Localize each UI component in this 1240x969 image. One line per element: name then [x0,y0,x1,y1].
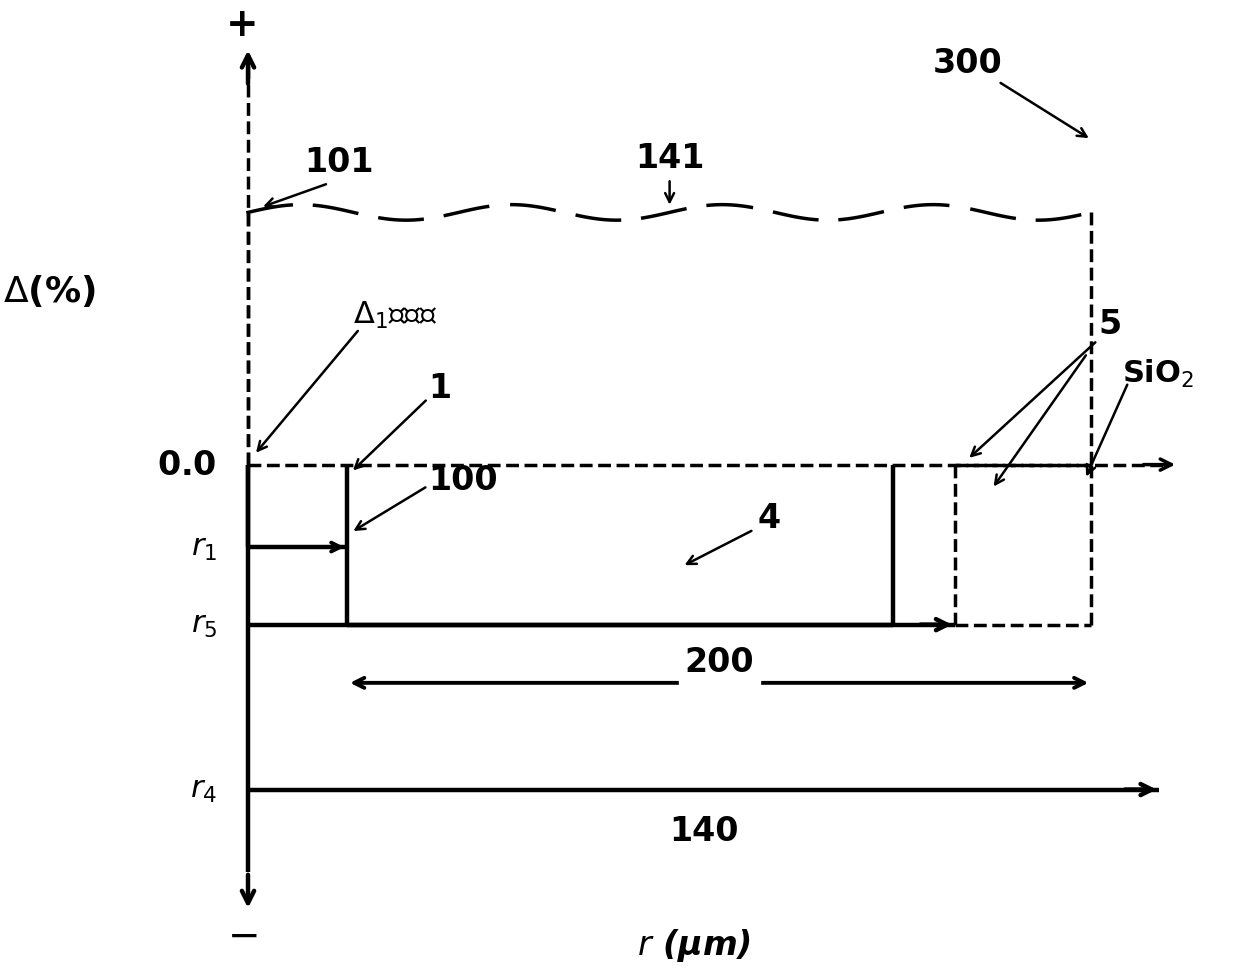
Text: $\Delta$(%): $\Delta$(%) [4,272,95,309]
Text: $\mathbf{0.0}$: $\mathbf{0.0}$ [157,449,217,482]
Text: SiO$_2$: SiO$_2$ [1122,357,1194,390]
Text: $\Delta_1$最大値: $\Delta_1$最大値 [353,299,438,330]
Text: 300: 300 [932,47,1002,79]
Text: 101: 101 [304,146,373,179]
Text: 5: 5 [1099,308,1121,341]
Text: 1: 1 [429,371,451,404]
Text: $-$: $-$ [227,916,257,953]
Text: $r_4$: $r_4$ [190,775,217,804]
Text: 200: 200 [684,645,754,678]
Text: 4: 4 [758,502,780,535]
Text: $r$ (μm): $r$ (μm) [637,926,751,963]
Text: 100: 100 [428,463,497,496]
Text: $r_1$: $r_1$ [191,533,217,562]
Text: 140: 140 [668,814,739,847]
Text: 141: 141 [635,141,704,174]
Text: $r_5$: $r_5$ [191,610,217,640]
Text: +: + [226,6,258,44]
